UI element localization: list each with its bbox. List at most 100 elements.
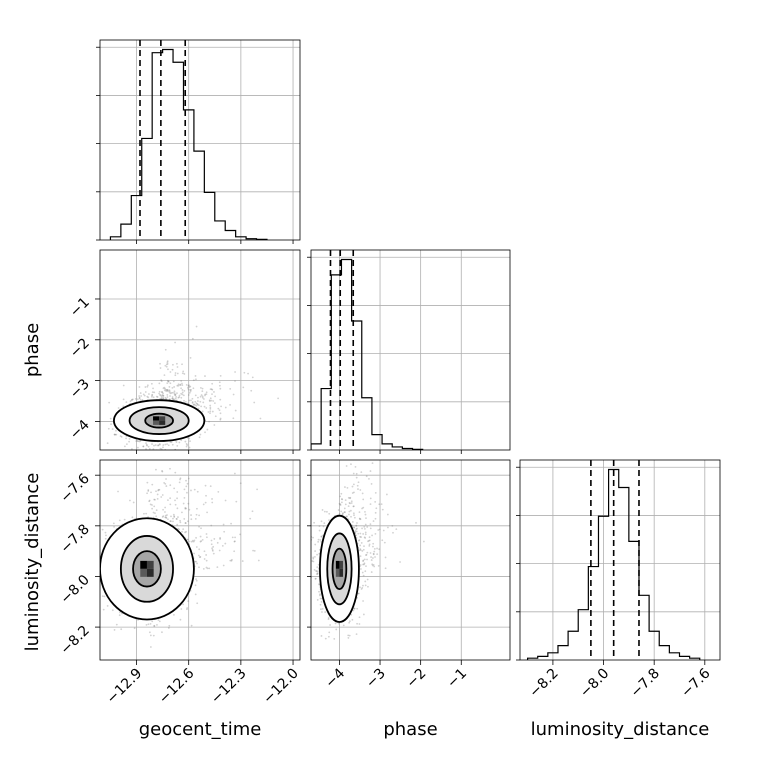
hist-geocent_time-bin-10 [215, 221, 225, 240]
panel-geocent_time-luminosity_distance-sample [198, 514, 200, 516]
panel-geocent_time-luminosity_distance-sample [157, 490, 159, 492]
panel-geocent_time-luminosity_distance-sample [204, 550, 206, 552]
panel-phase-luminosity_distance-sample [385, 567, 387, 569]
panel-geocent_time-phase-sample [243, 372, 245, 374]
panel-geocent_time-luminosity_distance-sample [162, 515, 164, 517]
panel-geocent_time-luminosity_distance-sample [161, 471, 163, 473]
panel-geocent_time-phase-sample [247, 373, 249, 375]
panel-geocent_time-phase-sample [229, 388, 231, 390]
panel-phase-luminosity_distance-sample [370, 470, 372, 472]
hist-geocent_time-bin-0 [110, 237, 120, 240]
panel-geocent_time-phase-sample [159, 391, 161, 393]
panel-geocent_time-phase-sample [183, 395, 185, 397]
panel-geocent_time-luminosity_distance-sample [147, 490, 149, 492]
panel-geocent_time-luminosity_distance-sample [210, 485, 212, 487]
panel-geocent_time-phase-sample [176, 392, 178, 394]
panel-geocent_time-luminosity_distance-sample [134, 627, 136, 629]
panel-phase-luminosity_distance-sample [371, 483, 373, 485]
panel-geocent_time-phase-sample [151, 443, 153, 445]
panel-geocent_time-luminosity_distance-sample [105, 532, 107, 534]
panel-geocent_time-luminosity_distance-sample [188, 478, 190, 480]
hist-luminosity_distance-bin-13 [659, 646, 669, 660]
panel-geocent_time-luminosity_distance-sample [206, 533, 208, 535]
panel-geocent_time-phase-sample [209, 405, 211, 407]
panel-geocent_time-phase-sample [151, 454, 153, 456]
panel-geocent_time-luminosity_distance-sample [117, 491, 119, 493]
panel-geocent_time-luminosity_distance-sample [153, 505, 155, 507]
panel-geocent_time-luminosity_distance-sample [184, 497, 186, 499]
panel-geocent_time-luminosity_distance-sample [207, 567, 209, 569]
panel-geocent_time-luminosity_distance-sample [105, 538, 107, 540]
panel-geocent_time-phase-sample [193, 379, 195, 381]
panel-geocent_time-luminosity_distance-sample [150, 623, 152, 625]
panel-geocent_time-phase-sample [143, 445, 145, 447]
panel-phase-luminosity_distance-sample [329, 624, 331, 626]
panel-phase-luminosity_distance-sample [382, 509, 384, 511]
panel-geocent_time-phase-sample [159, 363, 161, 365]
panel-geocent_time-phase-sample [126, 443, 128, 445]
panel-phase-luminosity_distance-sample [371, 535, 373, 537]
panel-geocent_time-phase-sample [217, 408, 219, 410]
panel-geocent_time-phase-sample [166, 363, 168, 365]
panel-geocent_time-luminosity_distance-sample [153, 625, 155, 627]
panel-geocent_time-luminosity_distance-sample [200, 527, 202, 529]
panel-phase-luminosity_distance-sample [335, 623, 337, 625]
panel-geocent_time-phase-sample [220, 406, 222, 408]
panel-geocent_time-luminosity_distance-sample [168, 625, 170, 627]
panel-phase-luminosity_distance-sample [386, 494, 388, 496]
panel-geocent_time-luminosity_distance-sample [211, 498, 213, 500]
panel-geocent_time-luminosity_distance-sample [182, 603, 184, 605]
panel-geocent_time-luminosity_distance-sample [196, 514, 198, 516]
panel-phase-luminosity_distance-sample [372, 565, 374, 567]
panel-geocent_time-phase-sample [229, 404, 231, 406]
panel-geocent_time-luminosity_distance-sample [252, 510, 254, 512]
panel-geocent_time-luminosity_distance-sample [234, 541, 236, 543]
panel-phase-luminosity_distance-sample [347, 487, 349, 489]
panel-geocent_time-phase-sample [180, 439, 182, 441]
panel-phase-luminosity_distance-sample [366, 552, 368, 554]
panel-geocent_time-phase-sample [110, 418, 112, 420]
panel-geocent_time-phase-sample [188, 394, 190, 396]
panel-phase-luminosity_distance-sample [387, 527, 389, 529]
panel-geocent_time-luminosity_distance-sample [204, 558, 206, 560]
panel-geocent_time-phase-sample [174, 452, 176, 454]
panel-geocent_time-luminosity_distance-sample [195, 518, 197, 520]
panel-geocent_time-phase-sample [145, 442, 147, 444]
panel-geocent_time-phase-sample [186, 443, 188, 445]
panel-phase-luminosity_distance-sample [308, 548, 310, 550]
panel-geocent_time-luminosity_distance-sample [164, 483, 166, 485]
panel-phase-luminosity_distance-sample [323, 526, 325, 528]
panel-phase-luminosity_distance-sample [365, 517, 367, 519]
panel-geocent_time-phase-sample [174, 342, 176, 344]
panel-phase-luminosity_distance-sample [356, 531, 358, 533]
panel-geocent_time-phase-sample [143, 393, 145, 395]
panel-geocent_time-luminosity_distance-sample [124, 519, 126, 521]
panel-geocent_time-luminosity_distance-sample [93, 586, 95, 588]
panel-geocent_time-luminosity_distance-sample [162, 509, 164, 511]
panel-geocent_time-phase-sample [211, 388, 213, 390]
hist-geocent_time-bin-3 [142, 138, 152, 240]
panel-phase-luminosity_distance-sample [383, 530, 385, 532]
hist-luminosity_distance-bin-9 [619, 487, 629, 660]
panel-geocent_time-phase-sample [184, 441, 186, 443]
panel-geocent_time-phase-sample [166, 443, 168, 445]
panel-geocent_time-phase-sample [129, 438, 131, 440]
panel-phase-luminosity_distance-sample [375, 533, 377, 535]
panel-geocent_time-luminosity_distance-sample [187, 600, 189, 602]
panel-geocent_time-luminosity_distance-sample [173, 487, 175, 489]
panel-geocent_time-phase-sample [161, 380, 163, 382]
panel-phase-luminosity_distance-sample [339, 495, 341, 497]
panel-geocent_time-luminosity_distance-sample [194, 539, 196, 541]
panel-geocent_time-luminosity_distance-sample [233, 550, 235, 552]
panel-phase-luminosity_distance-sample [369, 536, 371, 538]
panel-phase-luminosity_distance-sample [347, 634, 349, 636]
panel-geocent_time-phase-sample [154, 451, 156, 453]
panel-geocent_time-phase-sample [139, 386, 141, 388]
panel-phase-luminosity_distance-sample [320, 539, 322, 541]
panel-geocent_time-phase-sample [219, 385, 221, 387]
panel-phase-luminosity_distance-sample [349, 635, 351, 637]
panel-geocent_time-luminosity_distance-sample [156, 509, 158, 511]
panel-phase-luminosity_distance-sample [357, 488, 359, 490]
panel-phase-luminosity_distance-sample [365, 524, 367, 526]
panel-phase-luminosity_distance-sample [317, 541, 319, 543]
